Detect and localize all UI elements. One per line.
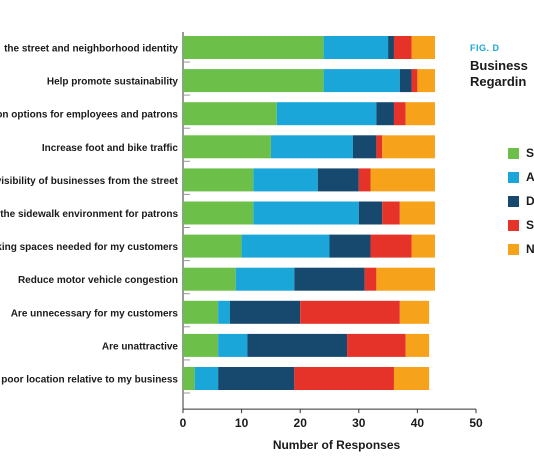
- bar-segment: [411, 36, 435, 59]
- bar-segment: [393, 36, 412, 59]
- bar-segment: [411, 234, 435, 258]
- bar-segment: [323, 36, 389, 59]
- bar-segment: [247, 333, 348, 357]
- bar-segment: [399, 300, 430, 324]
- x-tick-label: 10: [235, 416, 249, 430]
- x-axis-title: Number of Responses: [273, 438, 401, 452]
- bar-segment: [183, 201, 254, 225]
- bar-segment: [183, 36, 324, 59]
- bar-segment: [183, 267, 236, 291]
- x-tick-label: 40: [411, 416, 425, 430]
- bar-segment: [370, 168, 435, 192]
- category-label: Help promote sustainability: [47, 77, 179, 88]
- legend-swatch: [508, 148, 519, 159]
- legend-item: D: [508, 194, 534, 208]
- legend-label: S: [526, 148, 534, 160]
- category-label: on options for employees and patrons: [0, 110, 178, 121]
- figure-title-line-2: Regardin: [470, 74, 527, 89]
- legend-swatch: [508, 196, 519, 207]
- bar-segment: [241, 234, 330, 258]
- bar-segment: [300, 300, 400, 324]
- bar-segment: [235, 267, 295, 291]
- x-tick-label: 20: [294, 416, 308, 430]
- legend-swatch: [508, 220, 519, 231]
- bar-segment: [347, 333, 406, 357]
- legend-item: A: [508, 170, 534, 184]
- bar-segment: [376, 267, 435, 291]
- bar-segment: [405, 102, 435, 126]
- bar-segment: [376, 102, 394, 126]
- bar-segment: [183, 333, 219, 357]
- figure-title: Business Regardin: [470, 58, 534, 90]
- legend-label: S: [526, 218, 534, 232]
- bar-segment: [399, 201, 435, 225]
- bar-segment: [376, 135, 383, 159]
- bar-segment: [183, 69, 324, 93]
- bar-segment: [276, 102, 377, 126]
- bar-segment: [294, 267, 365, 291]
- legend-swatch: [508, 244, 519, 255]
- bar-segment: [270, 135, 353, 159]
- category-label: the sidewalk environment for patrons: [0, 209, 178, 220]
- legend-item: S: [508, 148, 534, 160]
- bar-segment: [405, 333, 430, 357]
- category-label: visibility of businesses from the street: [0, 176, 179, 187]
- bar-segment: [393, 102, 406, 126]
- bar-segment: [364, 267, 377, 291]
- bar-segment: [393, 367, 430, 390]
- legend-label: D: [526, 194, 534, 208]
- bar-segment: [352, 135, 377, 159]
- bar-segment: [323, 69, 400, 93]
- bar-segment: [183, 135, 271, 159]
- bar-segment: [194, 367, 219, 390]
- category-label: king spaces needed for my customers: [0, 242, 178, 253]
- legend-item: N: [508, 242, 534, 256]
- bar-segment: [358, 201, 383, 225]
- bar-segment: [399, 69, 412, 93]
- bar-segment: [382, 135, 435, 159]
- legend: S A D S N: [508, 148, 534, 268]
- legend-item: S: [508, 218, 534, 232]
- category-label: Are unnecessary for my customers: [11, 308, 179, 319]
- legend-label: A: [526, 170, 534, 184]
- category-label: poor location relative to my business: [1, 375, 178, 386]
- bar-segment: [253, 168, 318, 192]
- bar-segment: [229, 300, 301, 324]
- x-tick-label: 50: [469, 416, 483, 430]
- bar-segment: [183, 367, 195, 390]
- bar-segment: [382, 201, 400, 225]
- bar-segment: [411, 69, 418, 93]
- bar-segment: [358, 168, 371, 192]
- category-label: Are unattractive: [102, 341, 179, 352]
- bar-segment: [183, 300, 219, 324]
- bar-segment: [218, 300, 230, 324]
- bar-segment: [218, 367, 295, 390]
- bar-segment: [183, 234, 242, 258]
- legend-swatch: [508, 172, 519, 183]
- category-label: the street and neighborhood identity: [4, 44, 178, 55]
- figure-title-line-1: Business: [470, 58, 528, 73]
- bar-segment: [329, 234, 371, 258]
- x-tick-label: 30: [352, 416, 366, 430]
- bar-segment: [183, 102, 277, 126]
- bar-segment: [317, 168, 359, 192]
- figure-label: FIG. D: [470, 43, 500, 53]
- bar-segment: [370, 234, 412, 258]
- bar-segment: [388, 36, 394, 59]
- category-label: Reduce motor vehicle congestion: [18, 275, 178, 286]
- bar-segment: [218, 333, 248, 357]
- bar-segment: [253, 201, 359, 225]
- category-label: Increase foot and bike traffic: [42, 143, 179, 154]
- x-tick-label: 0: [180, 416, 187, 430]
- bar-segment: [183, 168, 254, 192]
- bar-segment: [417, 69, 435, 93]
- legend-label: N: [526, 242, 534, 256]
- bar-segment: [294, 367, 394, 390]
